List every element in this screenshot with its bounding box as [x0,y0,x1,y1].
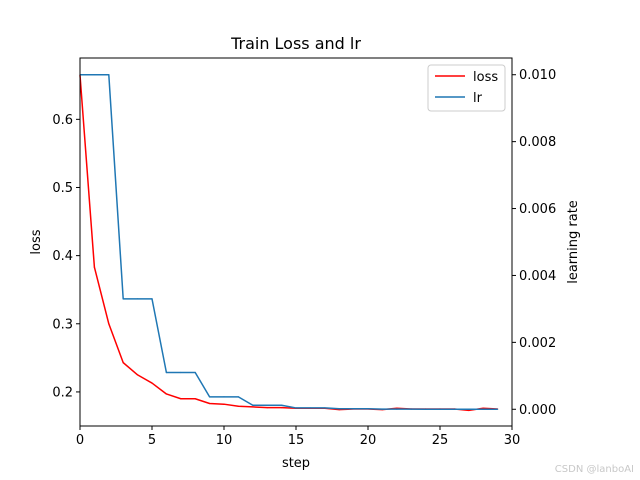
data-point-lr-19 [353,408,355,410]
data-point-lr-15 [295,407,297,409]
data-point-loss-12 [252,406,254,408]
x-axis-label: step [282,456,310,471]
right-y-tick-label: 0.002 [519,336,556,351]
data-point-lr-26 [453,408,455,410]
data-point-loss-14 [281,407,283,409]
data-point-lr-18 [338,408,340,410]
legend-label-lr: lr [473,91,483,106]
x-tick-label: 30 [504,433,521,448]
left-y-tick-label: 0.4 [52,249,73,264]
data-point-lr-8 [194,371,196,374]
left-axis-label: loss [29,229,44,254]
data-point-loss-10 [223,403,225,405]
x-tick-label: 0 [76,433,84,448]
data-point-lr-22 [396,408,398,410]
x-tick-label: 10 [216,433,233,448]
legend-label-loss: loss [473,70,498,85]
series-line-lr [80,73,498,410]
data-point-lr-5 [151,298,153,300]
right-y-tick-label: 0.004 [519,269,556,284]
data-point-loss-13 [266,407,268,409]
right-axis-label: learning rate [566,200,581,284]
data-point-loss-3 [122,362,124,364]
legend: loss lr [427,64,506,112]
right-axis-ticks: 0.000 0.002 0.004 0.006 0.008 0.010 [512,68,556,418]
data-point-lr-20 [367,408,369,410]
data-point-lr-10 [223,396,225,398]
data-point-lr-12 [252,404,254,406]
data-point-loss-2 [108,323,110,325]
data-point-lr-21 [381,408,383,410]
right-y-tick-label: 0.000 [519,403,556,418]
data-point-loss-9 [209,402,211,405]
x-tick-label: 15 [288,433,305,448]
data-point-lr-6 [165,371,167,374]
data-point-lr-17 [324,407,326,409]
data-point-lr-29 [497,408,499,410]
data-point-lr-23 [410,408,412,410]
x-axis-ticks: 0 5 10 15 20 25 30 [76,426,520,448]
data-point-loss-6 [165,393,167,395]
left-y-tick-label: 0.6 [52,113,73,128]
data-point-lr-2 [108,74,110,76]
left-y-tick-label: 0.3 [52,317,73,332]
left-y-tick-label: 0.2 [52,385,73,400]
x-tick-label: 25 [432,433,449,448]
data-point-loss-11 [237,405,239,407]
left-axis-ticks: 0.2 0.3 0.4 0.5 0.6 [52,113,80,400]
right-y-tick-label: 0.010 [519,68,556,83]
data-point-loss-4 [137,374,139,376]
data-point-lr-3 [122,298,124,300]
data-point-lr-25 [439,408,441,410]
x-tick-label: 5 [148,433,156,448]
x-tick-label: 20 [360,433,377,448]
data-point-lr-27 [468,408,470,410]
chart-title: Train Loss and lr [230,34,361,53]
data-point-loss-5 [151,382,153,384]
data-point-lr-13 [266,404,268,406]
right-y-tick-label: 0.008 [519,135,556,150]
right-y-tick-label: 0.006 [519,202,556,217]
data-point-lr-11 [237,396,239,398]
data-point-lr-7 [180,371,182,374]
watermark: CSDN @lanboAI [555,464,634,475]
data-point-loss-7 [180,398,182,400]
data-point-lr-24 [425,408,427,410]
plot-lines [79,73,499,412]
data-point-lr-14 [281,404,283,406]
data-point-lr-1 [93,74,95,76]
left-y-tick-label: 0.5 [52,181,73,196]
data-point-lr-28 [482,408,484,410]
data-point-loss-8 [194,398,196,400]
data-point-lr-9 [209,396,211,398]
data-point-loss-27 [468,409,470,411]
data-point-lr-16 [309,407,311,409]
data-point-loss-1 [93,266,95,268]
data-point-lr-4 [137,298,139,300]
